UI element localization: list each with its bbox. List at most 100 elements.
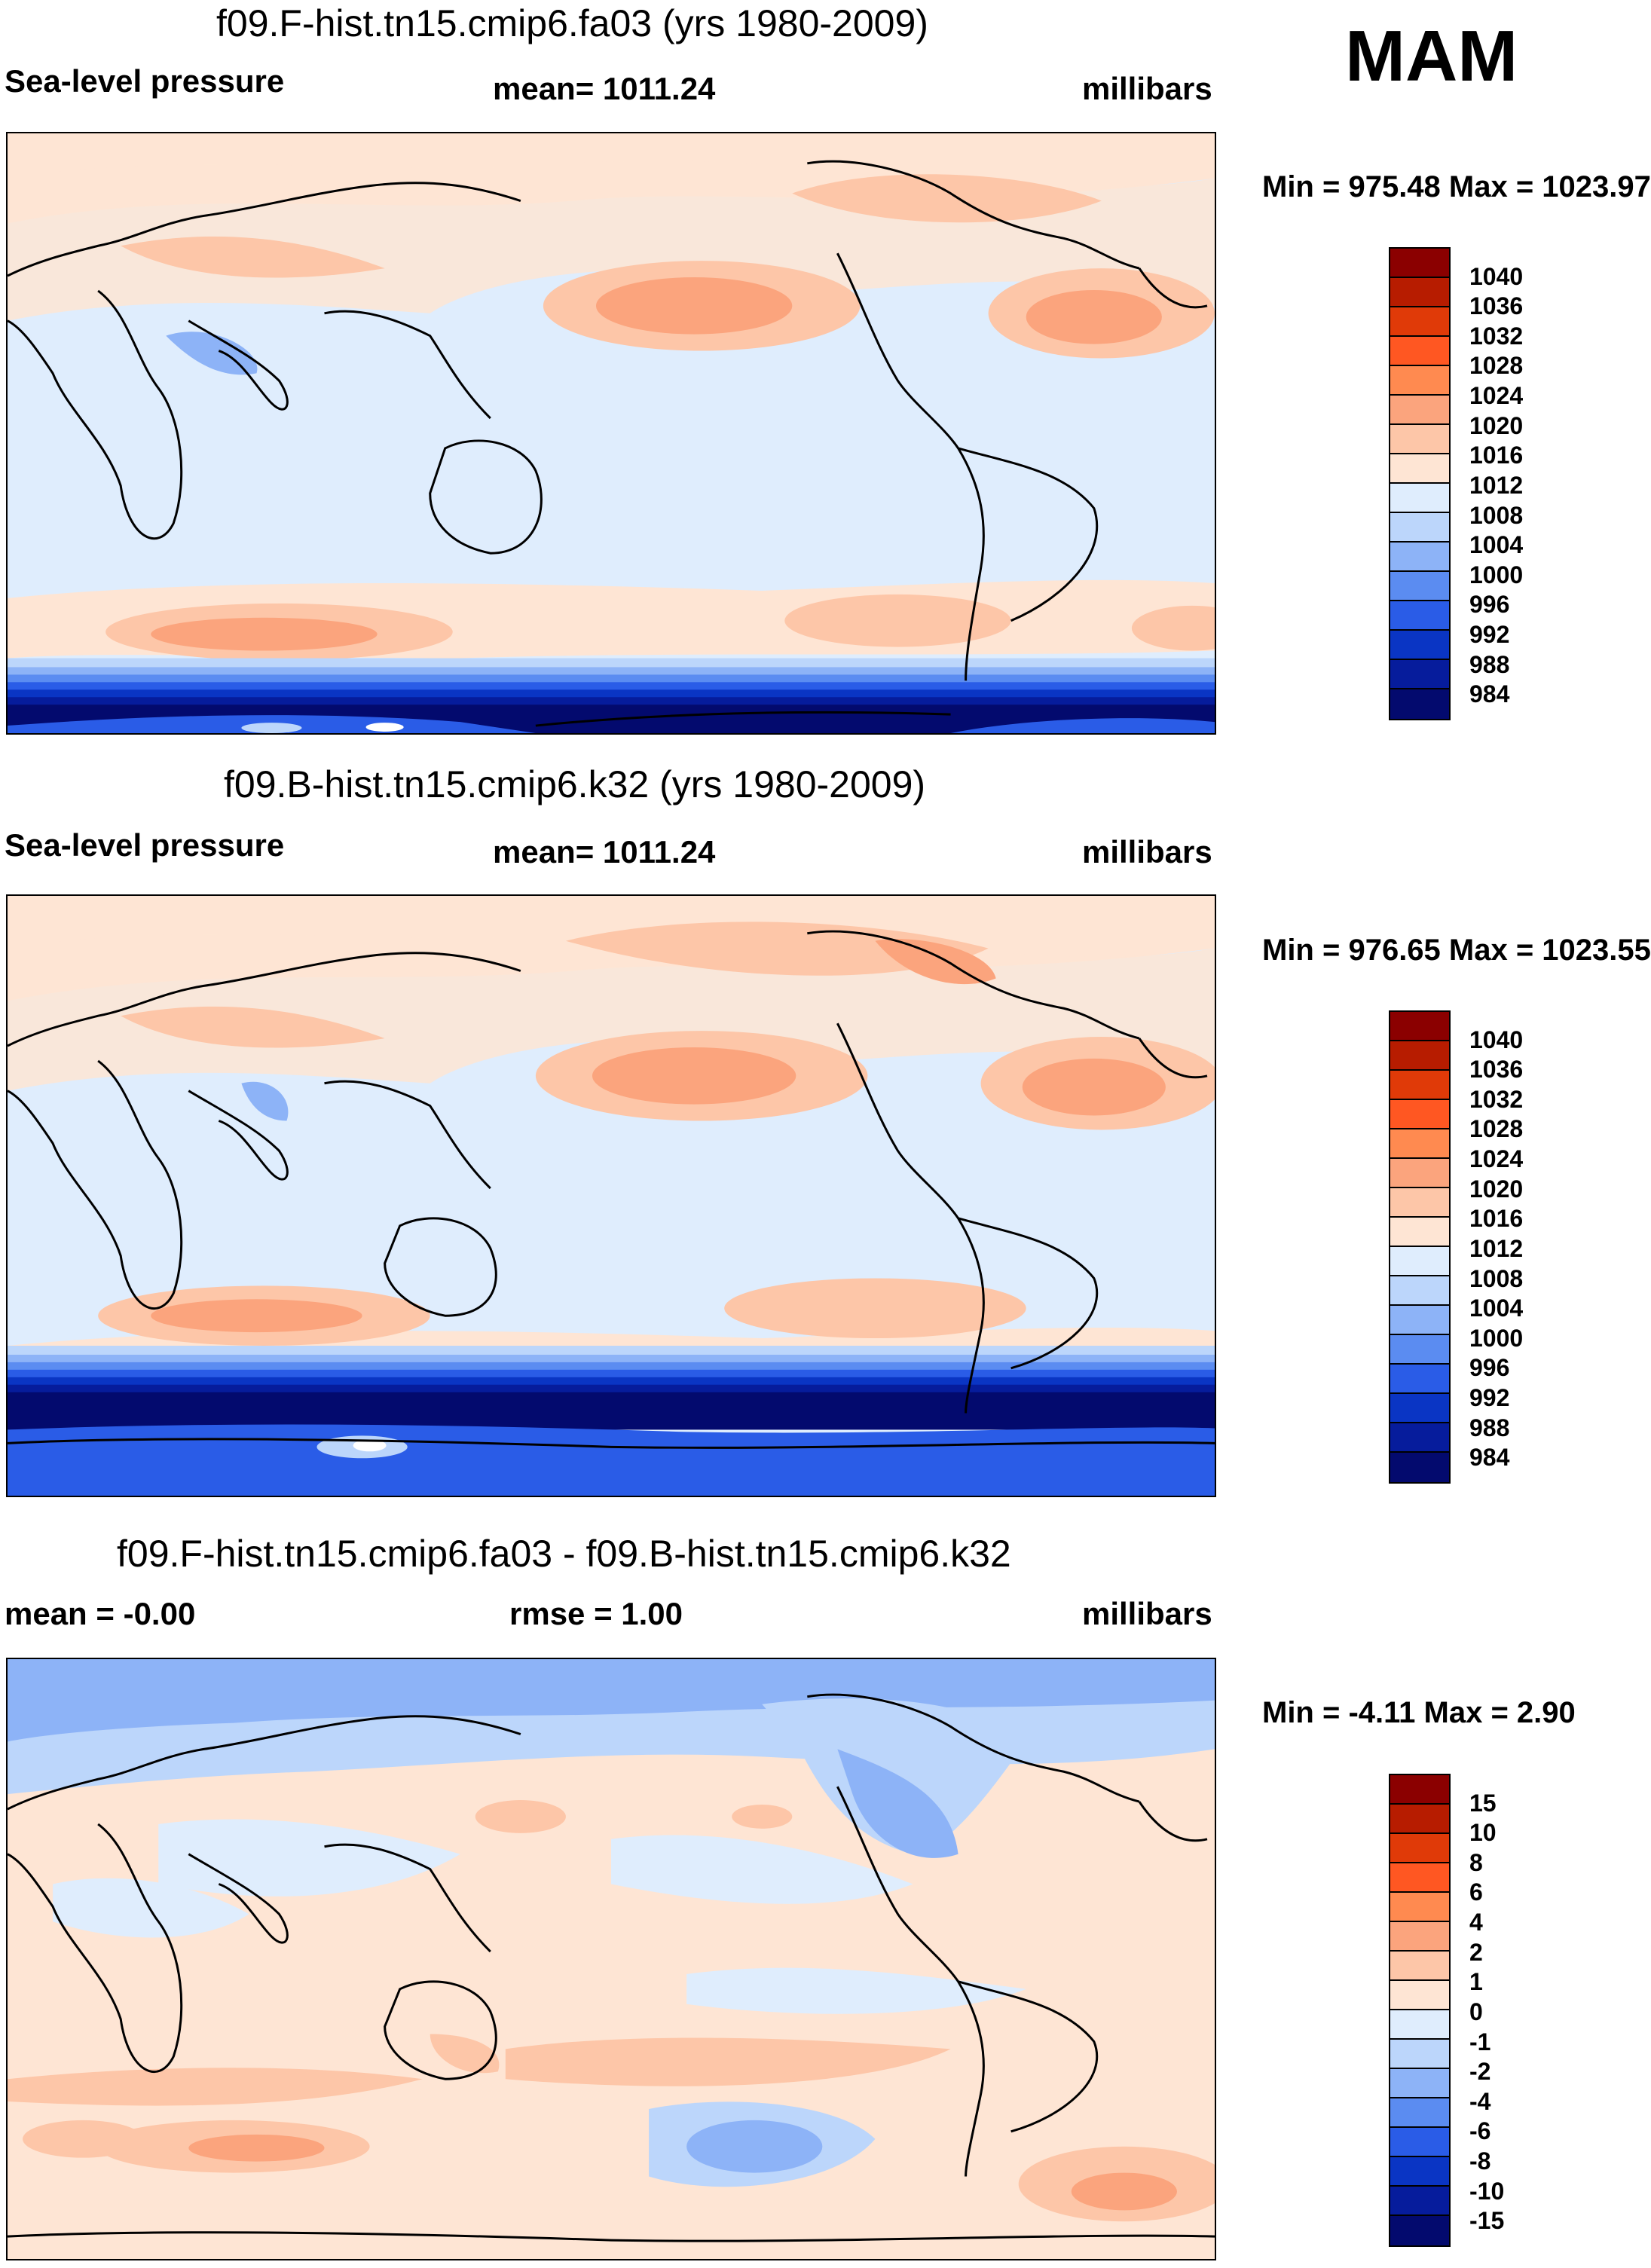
panel-1-title: f09.F-hist.tn15.cmip6.fa03 (yrs 1980-200… xyxy=(216,2,928,44)
panel-1-colorbar-tick: 1012 xyxy=(1469,472,1524,499)
panel-3-colorbar-swatch xyxy=(1390,1893,1449,1922)
panel-2-colorbar-swatch xyxy=(1390,1218,1449,1247)
panel-2-colorbar-tick: 996 xyxy=(1469,1354,1510,1381)
panel-3-minmax: Min = -4.11 Max = 2.90 xyxy=(1262,1696,1576,1729)
panel-2-colorbar-tick: 1036 xyxy=(1469,1056,1524,1083)
panel-1-minmax: Min = 975.48 Max = 1023.97 xyxy=(1262,170,1651,203)
panel-3-colorbar xyxy=(1389,1774,1451,2247)
panel-2-colorbar-swatch xyxy=(1390,1071,1449,1100)
panel-1-colorbar-swatch xyxy=(1390,513,1449,543)
panel-2-colorbar-swatch xyxy=(1390,1100,1449,1129)
panel-3-colorbar-tick: -10 xyxy=(1469,2178,1505,2205)
panel-2-colorbar-swatch xyxy=(1390,1365,1449,1394)
panel-1-colorbar-tick: 1016 xyxy=(1469,442,1524,469)
panel-1-colorbar-tick: 984 xyxy=(1469,680,1510,708)
panel-2-colorbar-swatch xyxy=(1390,1188,1449,1218)
panel-1-colorbar-swatch xyxy=(1390,572,1449,601)
panel-2-colorbar-tick: 1040 xyxy=(1469,1026,1524,1053)
panel-3-map xyxy=(6,1658,1216,2260)
panel-1-colorbar-swatch xyxy=(1390,307,1449,337)
panel-3-colorbar-swatch xyxy=(1390,1834,1449,1863)
panel-3-colorbar-swatch xyxy=(1390,2069,1449,2098)
panel-3-colorbar-swatch xyxy=(1390,2098,1449,2128)
panel-2-colorbar-swatch xyxy=(1390,1423,1449,1453)
panel-3-colorbar-tick: 6 xyxy=(1469,1878,1483,1906)
panel-1-colorbar-swatch xyxy=(1390,484,1449,513)
panel-3-colorbar-tick: -1 xyxy=(1469,2028,1491,2056)
panel-2-colorbar-swatch xyxy=(1390,1394,1449,1423)
panel-1-units-label: millibars xyxy=(1082,71,1212,106)
panel-2-colorbar-tick: 1008 xyxy=(1469,1265,1524,1292)
panel-2-minmax: Min = 976.65 Max = 1023.55 xyxy=(1262,934,1651,967)
panel-1-colorbar-swatch xyxy=(1390,631,1449,660)
panel-2-map xyxy=(6,894,1216,1497)
panel-2-units-label: millibars xyxy=(1082,834,1212,870)
panel-1-colorbar xyxy=(1389,247,1451,720)
panel-2-colorbar-swatch xyxy=(1390,1012,1449,1041)
panel-1-colorbar-swatch xyxy=(1390,454,1449,484)
panel-3-rmse-label: rmse = 1.00 xyxy=(509,1596,683,1631)
panel-3-colorbar-tick: 2 xyxy=(1469,1939,1483,1966)
panel-1-colorbar-tick: 1004 xyxy=(1469,531,1524,558)
panel-1-colorbar-tick: 1032 xyxy=(1469,322,1524,350)
panel-2-colorbar-tick: 1032 xyxy=(1469,1086,1524,1113)
panel-3-colorbar-tick: 10 xyxy=(1469,1819,1497,1846)
panel-2-colorbar-swatch xyxy=(1390,1276,1449,1306)
panel-3-colorbar-swatch xyxy=(1390,1775,1449,1805)
panel-3-colorbar-swatch xyxy=(1390,1863,1449,1893)
panel-2-colorbar-tick: 988 xyxy=(1469,1414,1510,1441)
panel-1-colorbar-swatch xyxy=(1390,337,1449,366)
panel-2-colorbar-tick: 1000 xyxy=(1469,1325,1524,1352)
panel-1-mean-label: mean= 1011.24 xyxy=(493,71,716,106)
panel-2-colorbar-tick: 1004 xyxy=(1469,1294,1524,1322)
panel-1-colorbar-swatch xyxy=(1390,425,1449,454)
panel-3-colorbar-tick: -6 xyxy=(1469,2117,1491,2144)
panel-3-colorbar-swatch xyxy=(1390,1922,1449,1952)
panel-3-colorbar-tick: -4 xyxy=(1469,2088,1491,2115)
panel-2-colorbar-tick: 1012 xyxy=(1469,1235,1524,1262)
panel-2-colorbar-swatch xyxy=(1390,1335,1449,1365)
panel-1-colorbar-tick: 988 xyxy=(1469,651,1510,678)
panel-3-colorbar-tick: -8 xyxy=(1469,2147,1491,2175)
panel-1-colorbar-swatch xyxy=(1390,396,1449,425)
panel-3-colorbar-tick: 15 xyxy=(1469,1790,1497,1817)
panel-3-map-plot xyxy=(8,1659,1215,2259)
panel-1-colorbar-tick: 1040 xyxy=(1469,263,1524,290)
panel-1-colorbar-tick: 996 xyxy=(1469,591,1510,618)
panel-1-colorbar-swatch xyxy=(1390,601,1449,631)
panel-3-colorbar-swatch xyxy=(1390,1952,1449,1981)
panel-1-colorbar-tick: 1020 xyxy=(1469,412,1524,439)
panel-3-colorbar-tick: -2 xyxy=(1469,2058,1491,2085)
panel-2-colorbar-tick: 992 xyxy=(1469,1384,1510,1411)
panel-1-colorbar-swatch xyxy=(1390,249,1449,278)
panel-1-colorbar-swatch xyxy=(1390,543,1449,572)
panel-1-colorbar-tick: 1024 xyxy=(1469,382,1524,409)
panel-2-colorbar-tick: 1020 xyxy=(1469,1175,1524,1203)
panel-2-colorbar-tick: 984 xyxy=(1469,1444,1510,1471)
panel-3-colorbar-swatch xyxy=(1390,1981,1449,2010)
panel-1-colorbar-swatch xyxy=(1390,366,1449,396)
panel-1-map-plot xyxy=(8,133,1215,733)
panel-2-colorbar-tick: 1028 xyxy=(1469,1115,1524,1142)
season-label: MAM xyxy=(1345,16,1518,96)
panel-2-variable-label: Sea-level pressure xyxy=(5,827,285,863)
panel-3-colorbar-tick: 4 xyxy=(1469,1909,1483,1936)
panel-1-colorbar-tick: 1008 xyxy=(1469,502,1524,529)
panel-3-colorbar-swatch xyxy=(1390,2216,1449,2245)
panel-2-colorbar-swatch xyxy=(1390,1306,1449,1335)
panel-2-title: f09.B-hist.tn15.cmip6.k32 (yrs 1980-2009… xyxy=(224,763,926,805)
panel-3-units-label: millibars xyxy=(1082,1596,1212,1631)
panel-3-colorbar-swatch xyxy=(1390,2157,1449,2187)
panel-2-colorbar-swatch xyxy=(1390,1247,1449,1276)
panel-1-colorbar-swatch xyxy=(1390,660,1449,689)
panel-2-colorbar-tick: 1024 xyxy=(1469,1145,1524,1172)
panel-3-mean-label: mean = -0.00 xyxy=(5,1596,196,1631)
panel-1-colorbar-tick: 1036 xyxy=(1469,292,1524,319)
panel-3-colorbar-swatch xyxy=(1390,1805,1449,1834)
panel-1-colorbar-swatch xyxy=(1390,278,1449,307)
panel-1-colorbar-tick: 992 xyxy=(1469,621,1510,648)
panel-3-colorbar-swatch xyxy=(1390,2040,1449,2069)
panel-3-colorbar-tick: 1 xyxy=(1469,1968,1483,1995)
panel-2-colorbar-tick: 1016 xyxy=(1469,1205,1524,1232)
panel-3-colorbar-swatch xyxy=(1390,2128,1449,2157)
